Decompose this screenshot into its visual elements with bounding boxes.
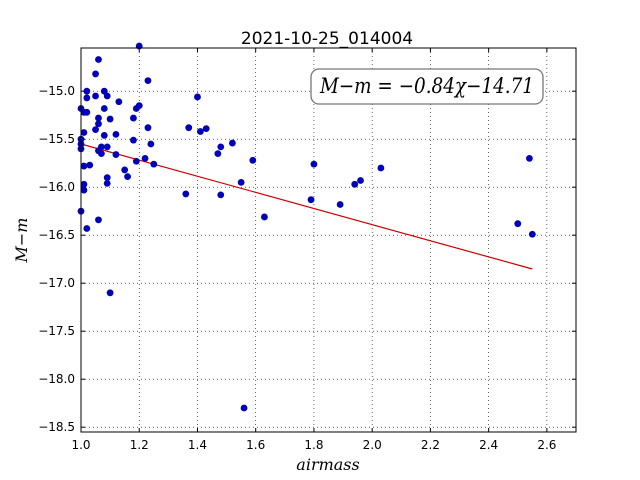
data-point — [202, 125, 210, 133]
data-point — [103, 92, 111, 100]
data-point — [95, 114, 102, 122]
data-point — [135, 102, 143, 109]
y-tick-label: −16.5 — [38, 228, 75, 242]
annotation-box — [310, 68, 544, 105]
data-point — [106, 115, 114, 123]
data-point — [115, 98, 123, 106]
data-point — [95, 120, 102, 128]
data-point — [86, 161, 94, 169]
data-point — [150, 160, 158, 168]
annotation-text: M−m = −0.84χ−14.71 — [319, 74, 534, 98]
data-point — [83, 108, 91, 116]
fit-annotation: M−m = −0.84χ−14.71 — [310, 68, 544, 105]
data-point — [103, 143, 111, 151]
data-point — [310, 160, 318, 168]
data-point — [130, 114, 137, 122]
data-point — [214, 150, 222, 158]
y-tick-label: −15.5 — [38, 132, 75, 146]
data-point — [130, 136, 137, 144]
data-point — [307, 196, 315, 204]
data-point — [80, 129, 88, 136]
x-tick-label: 2.6 — [537, 438, 556, 452]
plot-frame — [80, 47, 577, 433]
y-tick-label: −16.0 — [38, 180, 75, 194]
data-point — [147, 140, 155, 148]
data-point — [144, 77, 152, 85]
x-tick-label: 2.2 — [421, 438, 440, 452]
chart-title: 2021-10-25_014004 — [241, 29, 413, 49]
x-tick-label: 1.2 — [130, 438, 149, 452]
data-point — [141, 155, 149, 162]
x-tick-label: 1.4 — [188, 438, 207, 452]
data-point — [92, 70, 99, 78]
data-point — [526, 155, 533, 162]
data-point — [261, 213, 268, 221]
data-point — [194, 93, 201, 101]
x-tick-label: 2.0 — [363, 438, 382, 452]
data-point — [249, 156, 257, 164]
data-point — [217, 191, 225, 199]
data-point — [83, 225, 91, 232]
data-point — [95, 216, 102, 224]
data-point — [217, 143, 225, 151]
data-point — [103, 179, 111, 187]
y-tick-label: −15.0 — [38, 84, 75, 98]
x-tick-label: 1.0 — [71, 438, 90, 452]
data-point — [182, 190, 190, 198]
data-point — [185, 124, 193, 132]
data-point — [528, 230, 536, 238]
data-point — [95, 56, 102, 63]
data-point — [100, 131, 108, 139]
data-point — [112, 151, 120, 158]
data-point — [106, 289, 114, 297]
data-point — [144, 124, 152, 132]
x-tick-label: 2.4 — [479, 438, 498, 452]
data-point — [336, 201, 344, 208]
data-point — [92, 126, 99, 133]
data-point — [100, 105, 108, 112]
x-tick-label: 1.6 — [246, 438, 265, 452]
data-point — [80, 186, 88, 194]
y-tick-label: −17.0 — [38, 276, 75, 290]
axis-ticks: 1.0 1.2 1.4 1.6 1.8 2.0 2.2 2.4 2.6 −15.0 −15.5 −16… — [38, 48, 576, 452]
plot-area — [81, 48, 576, 432]
data-point — [92, 92, 99, 100]
data-point — [237, 179, 245, 186]
data-point — [97, 143, 105, 151]
data-point — [351, 180, 359, 188]
data-point — [132, 157, 140, 165]
data-point — [97, 150, 105, 158]
data-point — [121, 166, 129, 174]
y-tick-label: −18.0 — [38, 372, 75, 386]
data-point — [80, 162, 88, 170]
data-points — [77, 42, 536, 412]
data-point — [112, 131, 120, 138]
data-point — [377, 164, 385, 172]
data-point — [83, 87, 91, 95]
data-point — [514, 220, 522, 228]
y-tick-label: −18.5 — [38, 420, 75, 434]
data-point — [240, 404, 248, 412]
data-point — [80, 180, 88, 188]
data-point — [103, 174, 111, 182]
y-axis-label: M−m — [12, 218, 31, 264]
y-tick-label: −17.5 — [38, 324, 75, 338]
data-point — [357, 177, 364, 184]
data-point — [196, 128, 204, 135]
x-axis-label: airmass — [296, 455, 359, 474]
data-point — [229, 139, 236, 147]
data-point — [83, 94, 91, 102]
data-point — [124, 173, 131, 181]
x-tick-label: 1.8 — [304, 438, 323, 452]
